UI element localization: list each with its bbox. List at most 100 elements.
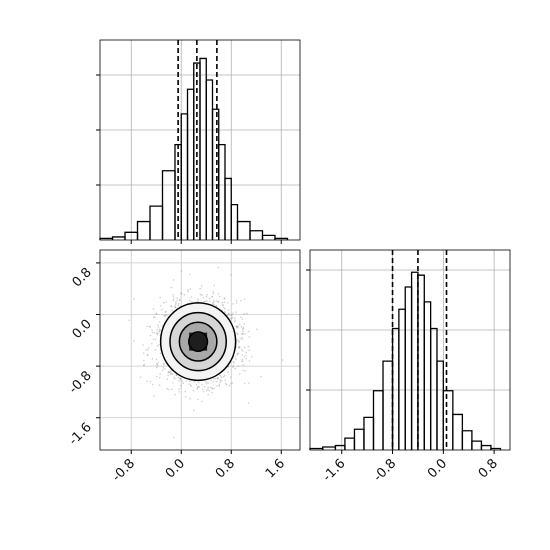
scatter-point: [238, 323, 241, 326]
scatter-point: [192, 389, 195, 392]
scatter-point: [143, 363, 145, 366]
hist2-bar: [404, 286, 413, 450]
scatter-point: [231, 382, 234, 384]
scatter-point: [205, 389, 208, 392]
scatter-point: [248, 349, 250, 351]
scatter-point: [236, 339, 239, 342]
scatter-point: [215, 305, 218, 308]
hist2-bar: [410, 271, 419, 450]
scatter-point: [154, 338, 157, 341]
histogram-right-x-tick-label: 0.0: [425, 456, 450, 481]
scatter-point: [157, 361, 160, 364]
hist1-bar: [224, 177, 232, 240]
scatter-point: [179, 377, 182, 380]
scatter-point: [162, 367, 165, 369]
scatter-point: [236, 354, 238, 356]
scatter-point: [230, 382, 232, 385]
scatter-point: [231, 316, 234, 319]
scatter-point: [242, 350, 244, 352]
scatter-point: [200, 285, 203, 287]
scatter-point: [238, 373, 241, 375]
scatter-point: [170, 305, 172, 307]
scatter-point: [183, 293, 186, 296]
scatter-point: [255, 328, 258, 331]
scatter-point: [162, 302, 165, 304]
density-x-tick-label: 0.0: [163, 456, 188, 481]
histogram-right-x-tick-label: -1.6: [320, 456, 349, 485]
scatter-point: [248, 360, 251, 362]
scatter-point: [169, 370, 171, 373]
hist1-bar: [180, 113, 189, 240]
scatter-point: [216, 385, 218, 387]
scatter-point: [241, 358, 244, 361]
scatter-point: [244, 333, 246, 335]
scatter-point: [219, 374, 221, 377]
scatter-point: [243, 356, 246, 358]
scatter-point: [217, 376, 219, 379]
hist1-bar: [111, 236, 126, 240]
scatter-point: [189, 288, 192, 290]
hist1-bar: [274, 237, 289, 240]
scatter-point: [172, 299, 174, 302]
scatter-point: [213, 299, 215, 302]
scatter-point: [147, 354, 149, 357]
scatter-point: [227, 302, 229, 304]
scatter-point: [199, 287, 201, 290]
scatter-point: [243, 382, 246, 385]
scatter-point: [196, 387, 199, 390]
scatter-point: [159, 352, 162, 355]
hist1-bar: [211, 108, 220, 240]
hist2-bar: [461, 430, 473, 450]
scatter-point: [163, 314, 165, 317]
scatter-point: [228, 384, 231, 387]
scatter-point: [248, 330, 250, 333]
density-x-tick-labels: -0.8 0.0 0.8 1.6: [110, 456, 289, 485]
scatter-point: [156, 329, 158, 331]
scatter-point: [232, 365, 234, 367]
scatter-point: [133, 298, 135, 300]
hist1-bar: [161, 170, 176, 240]
scatter-point: [245, 354, 247, 357]
scatter-point: [197, 300, 199, 303]
scatter-point: [170, 286, 173, 289]
hist2-frame: [309, 249, 511, 451]
scatter-point: [235, 358, 237, 360]
scatter-point: [152, 308, 155, 310]
scatter-point: [236, 352, 239, 355]
scatter-point: [182, 382, 185, 385]
histogram-right-panel: [306, 249, 511, 454]
scatter-point: [221, 301, 223, 304]
scatter-point: [241, 354, 244, 356]
scatter-point: [230, 314, 233, 317]
scatter-point: [217, 301, 220, 303]
hist1-bar: [186, 88, 195, 240]
scatter-point: [188, 380, 191, 383]
scatter-point: [158, 384, 161, 386]
scatter-point: [212, 380, 214, 383]
scatter-point: [223, 301, 226, 303]
hist2-bar: [490, 447, 502, 450]
hist2-bar: [471, 440, 483, 450]
density-y-tick-label: -0.8: [66, 368, 95, 397]
scatter-point: [142, 344, 144, 346]
scatter-point: [167, 374, 169, 377]
hist2-bar: [344, 437, 356, 450]
scatter-point: [176, 297, 178, 299]
scatter-point: [172, 296, 175, 298]
scatter-point: [245, 351, 247, 354]
scatter-point: [166, 314, 168, 316]
scatter-point: [171, 372, 173, 375]
scatter-point: [230, 274, 232, 276]
scatter-point: [244, 370, 246, 372]
scatter-point: [164, 311, 167, 313]
hist2-bar: [452, 413, 464, 450]
scatter-point: [281, 359, 284, 361]
scatter-point: [227, 366, 230, 368]
scatter-point: [207, 381, 209, 384]
scatter-point: [230, 317, 232, 319]
scatter-point: [208, 297, 211, 300]
hist2-bar: [363, 416, 375, 450]
contour-line-0: [188, 331, 209, 353]
scatter-point: [189, 397, 191, 400]
scatter-point: [157, 324, 159, 326]
